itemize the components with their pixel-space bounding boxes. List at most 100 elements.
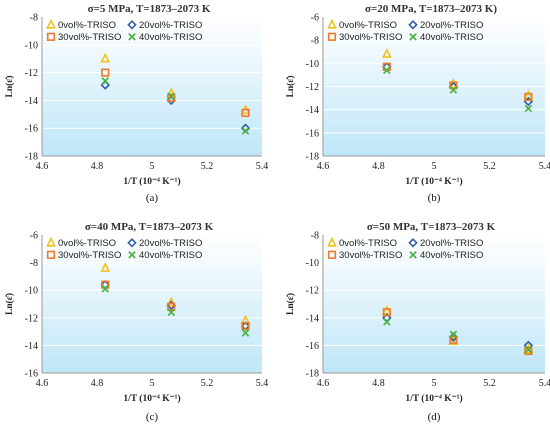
y-axis-label: Ln(ε̇)	[285, 293, 296, 315]
legend-marker-diamond	[127, 238, 137, 248]
chart-title: σ=40 MPa, T=1873–2073 K	[85, 221, 214, 233]
y-tick-label: -6	[311, 13, 319, 24]
data-point	[101, 285, 110, 293]
x-tick-label: 5.2	[201, 161, 214, 172]
data-point	[449, 330, 458, 339]
legend: 0vol%-TRISO 20vol%-TRISO 30vol%-TRISO 40vol…	[327, 236, 483, 261]
y-tick-label: -10	[306, 59, 319, 70]
legend-marker-diamond	[408, 238, 418, 248]
panel-label: (a)	[146, 192, 159, 204]
data-point	[241, 108, 250, 118]
panel-label: (d)	[428, 411, 441, 423]
legend-marker-diamond	[127, 20, 137, 30]
legend-label: 0vol%-TRISO	[339, 20, 397, 31]
x-tick-label: 4.8	[91, 378, 104, 389]
data-point	[241, 329, 250, 337]
x-tick-label: 4.8	[372, 378, 385, 389]
legend-item: 30vol%-TRISO	[46, 250, 121, 261]
y-tick-label: -6	[30, 231, 38, 242]
x-tick-label: 5.2	[483, 378, 496, 389]
legend-item: 0vol%-TRISO	[327, 18, 397, 31]
legend-item: 30vol%-TRISO	[327, 250, 402, 261]
panel-label: (c)	[146, 411, 159, 423]
legend-marker-diamond	[408, 20, 418, 30]
legend-item: 20vol%-TRISO	[408, 238, 483, 249]
legend-item: 0vol%-TRISO	[46, 18, 116, 31]
data-point	[167, 93, 176, 102]
data-point	[524, 345, 533, 354]
data-point	[101, 68, 110, 77]
legend-label: 30vol%-TRISO	[58, 250, 121, 261]
x-tick-label: 5	[432, 378, 437, 389]
data-point	[449, 81, 458, 90]
series-square	[382, 308, 533, 356]
y-tick-label: -12	[306, 286, 319, 297]
chart-panel-4: -8 -10 -12 -14 -16 -184.6 4.8 5 5.2 5.4 σ=50 MPa, …	[285, 221, 550, 423]
y-tick-label: -8	[30, 13, 38, 24]
chart-panel-1: -8 -10 -12 -14 -16 -184.6 4.8 5 5.2 5.4 σ=5 MPa, T…	[4, 3, 268, 204]
legend-marker-square	[46, 32, 56, 41]
legend: 0vol%-TRISO 20vol%-TRISO 30vol%-TRISO 40vol…	[46, 18, 202, 43]
legend-item: 40vol%-TRISO	[409, 250, 483, 261]
legend-label: 0vol%-TRISO	[58, 238, 116, 249]
data-point	[166, 296, 177, 307]
data-point	[167, 308, 176, 317]
y-tick-label: -8	[311, 231, 319, 242]
legend-label: 30vol%-TRISO	[339, 32, 402, 43]
data-point	[449, 335, 458, 344]
chart-title: σ=5 MPa, T=1873–2073 K	[88, 3, 211, 15]
y-tick-label: -12	[25, 68, 38, 79]
legend-label: 30vol%-TRISO	[58, 32, 121, 43]
x-tick-label: 5.4	[539, 161, 550, 172]
legend-item: 0vol%-TRISO	[46, 236, 116, 249]
legend-marker-x	[128, 32, 136, 41]
legend-marker-square	[327, 250, 337, 259]
x-tick-label: 4.6	[317, 161, 330, 172]
y-axis-label: Ln(ε̇)	[4, 293, 15, 315]
legend-label: 40vol%-TRISO	[139, 32, 202, 43]
x-tick-label: 5	[150, 161, 155, 172]
legend-label: 20vol%-TRISO	[420, 238, 483, 249]
data-point	[524, 92, 533, 102]
legend-item: 20vol%-TRISO	[127, 238, 202, 249]
x-tick-label: 4.6	[36, 378, 49, 389]
legend-label: 30vol%-TRISO	[339, 250, 402, 261]
chart-panel-2: -6 -8 -10 -12 -14 -16 -184.6 4.8 5 5.2 5.4 σ=20 MPa…	[285, 3, 550, 204]
legend-item: 20vol%-TRISO	[127, 20, 202, 31]
x-axis-label: 1/T (10⁻⁴ K⁻¹)	[405, 393, 462, 404]
legend-label: 0vol%-TRISO	[58, 20, 116, 31]
x-tick-label: 5.4	[539, 378, 550, 389]
x-tick-label: 4.8	[91, 161, 104, 172]
y-tick-label: -14	[25, 341, 38, 352]
data-point	[100, 262, 111, 272]
x-axis-label: 1/T (10⁻⁴ K⁻¹)	[123, 176, 180, 187]
data-point	[524, 346, 533, 356]
x-tick-label: 5.2	[483, 161, 496, 172]
legend-marker-square	[327, 32, 337, 41]
series-square	[101, 68, 250, 118]
chart-title: σ=20 MPa, T=1873–2073 K)	[365, 3, 497, 15]
legend-label: 40vol%-TRISO	[420, 32, 483, 43]
legend-marker-square	[46, 250, 56, 259]
y-tick-label: -10	[25, 286, 38, 297]
data-point	[100, 52, 111, 63]
x-tick-label: 5.4	[256, 161, 269, 172]
y-tick-label: -8	[311, 36, 319, 47]
series-x	[101, 285, 250, 337]
legend-marker-x	[409, 32, 417, 41]
legend-marker-triangle	[327, 18, 337, 29]
x-tick-label: 5.4	[256, 378, 269, 389]
y-tick-label: -14	[25, 96, 38, 107]
data-point	[383, 318, 391, 326]
legend-item: 20vol%-TRISO	[408, 20, 483, 31]
y-tick-label: -16	[306, 341, 319, 352]
x-tick-label: 4.8	[372, 161, 385, 172]
legend-item: 30vol%-TRISO	[327, 32, 402, 43]
legend-marker-triangle	[46, 18, 56, 29]
data-point	[241, 321, 250, 331]
y-tick-label: -10	[306, 258, 319, 269]
x-tick-label: 5.2	[201, 378, 214, 389]
chart-title: σ=50 MPa, T=1873–2073 K	[367, 221, 496, 233]
legend-item: 40vol%-TRISO	[409, 32, 483, 43]
